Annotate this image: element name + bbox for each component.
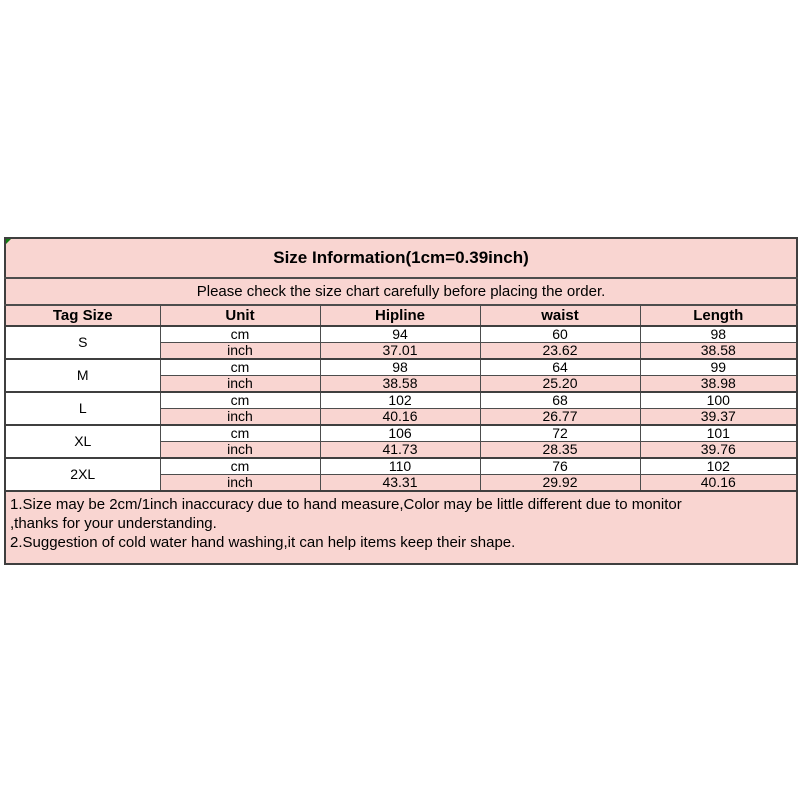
column-header-tag-size: Tag Size: [4, 304, 161, 327]
table-row: Size Information(1cm=0.39inch): [4, 237, 798, 279]
chart-title: Size Information(1cm=0.39inch): [4, 237, 798, 279]
value-cell: 38.58: [639, 342, 798, 360]
excel-corner-flag-icon: [6, 239, 11, 244]
column-header-hipline: Hipline: [319, 304, 481, 327]
unit-label: inch: [159, 375, 321, 393]
value-cell: 43.31: [319, 474, 481, 492]
unit-label: cm: [159, 358, 321, 376]
value-cell: 72: [479, 424, 641, 442]
value-cell: 98: [639, 325, 798, 343]
unit-label: cm: [159, 325, 321, 343]
value-cell: 39.76: [639, 441, 798, 459]
unit-label: cm: [159, 457, 321, 475]
column-header-waist: waist: [479, 304, 641, 327]
value-cell: 40.16: [639, 474, 798, 492]
value-cell: 37.01: [319, 342, 481, 360]
unit-label: inch: [159, 441, 321, 459]
size-chart-table: Size Information(1cm=0.39inch) Please ch…: [4, 237, 799, 565]
table-header-row: Tag Size Unit Hipline waist Length: [4, 304, 798, 327]
table-row: inch 37.01 23.62 38.58: [5, 342, 798, 360]
table-row: M cm 98 64 99: [4, 358, 798, 393]
value-cell: 64: [479, 358, 641, 376]
value-cell: 60: [479, 325, 641, 343]
value-cell: 101: [639, 424, 798, 442]
table-row: Please check the size chart carefully be…: [4, 277, 798, 306]
unit-label: inch: [159, 342, 321, 360]
size-label: M: [4, 358, 161, 393]
value-cell: 29.92: [479, 474, 641, 492]
footnotes-cell: 1.Size may be 2cm/1inch inaccuracy due t…: [4, 490, 798, 565]
table-row: XL cm 106 72 101: [4, 424, 798, 459]
value-cell: 100: [639, 391, 798, 409]
table-row: inch 43.31 29.92 40.16: [5, 474, 798, 492]
value-cell: 98: [319, 358, 481, 376]
unit-label: inch: [159, 408, 321, 426]
value-cell: 28.35: [479, 441, 641, 459]
size-label: S: [4, 325, 161, 360]
value-cell: 25.20: [479, 375, 641, 393]
value-cell: 94: [319, 325, 481, 343]
value-cell: 40.16: [319, 408, 481, 426]
value-cell: 68: [479, 391, 641, 409]
table-row: inch 41.73 28.35 39.76: [5, 441, 798, 459]
value-cell: 39.37: [639, 408, 798, 426]
footnote-line: ,thanks for your understanding.: [10, 515, 217, 532]
value-cell: 23.62: [479, 342, 641, 360]
unit-label: inch: [159, 474, 321, 492]
column-header-unit: Unit: [159, 304, 321, 327]
value-cell: 76: [479, 457, 641, 475]
value-cell: 26.77: [479, 408, 641, 426]
footnote-line: 2.Suggestion of cold water hand washing,…: [10, 534, 516, 551]
value-cell: 106: [319, 424, 481, 442]
unit-label: cm: [159, 391, 321, 409]
chart-subtitle: Please check the size chart carefully be…: [4, 277, 798, 306]
table-row: L cm 102 68 100: [4, 391, 798, 426]
value-cell: 110: [319, 457, 481, 475]
size-label: XL: [4, 424, 161, 459]
value-cell: 38.98: [639, 375, 798, 393]
value-cell: 102: [639, 457, 798, 475]
table-row: 2XL cm 110 76 102: [4, 457, 798, 492]
size-label: L: [4, 391, 161, 426]
table-row: 1.Size may be 2cm/1inch inaccuracy due t…: [4, 490, 798, 565]
table-row: S cm 94 60 98: [4, 325, 798, 360]
table-row: inch 40.16 26.77 39.37: [5, 408, 798, 426]
size-chart-sheet: Size Information(1cm=0.39inch) Please ch…: [4, 237, 799, 565]
column-header-length: Length: [639, 304, 798, 327]
unit-label: cm: [159, 424, 321, 442]
value-cell: 38.58: [319, 375, 481, 393]
size-label: 2XL: [4, 457, 161, 492]
value-cell: 41.73: [319, 441, 481, 459]
value-cell: 99: [639, 358, 798, 376]
value-cell: 102: [319, 391, 481, 409]
footnote-line: 1.Size may be 2cm/1inch inaccuracy due t…: [10, 496, 682, 513]
